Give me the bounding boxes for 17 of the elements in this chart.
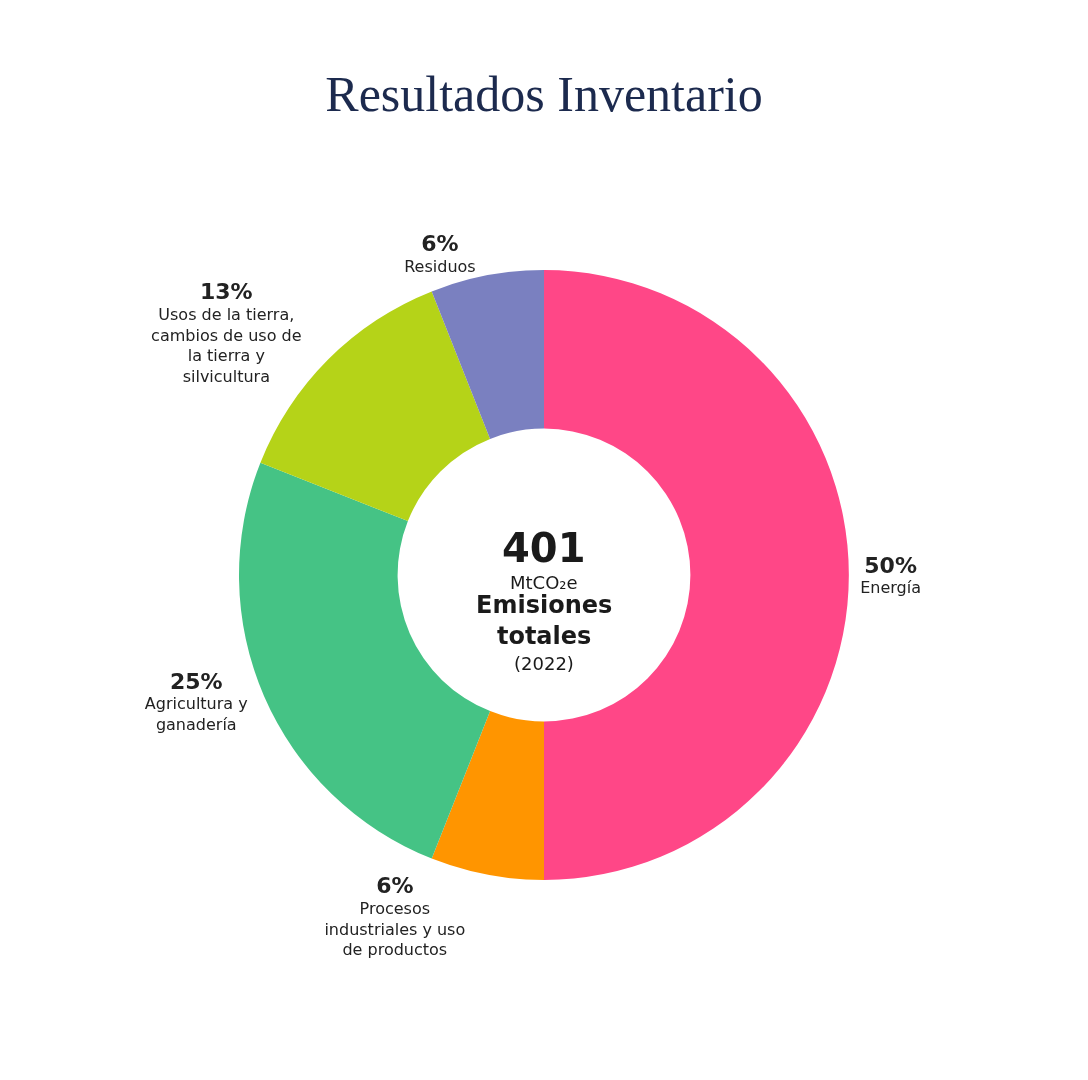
slice-label: Procesos industriales y uso de productos — [324, 898, 466, 960]
data-label: 25% — [169, 668, 223, 694]
text: (2022) — [514, 653, 574, 674]
slice-label: Energía — [860, 578, 921, 598]
data-label: 13% — [199, 278, 253, 304]
data-label: 6% — [376, 873, 414, 899]
donut-slice — [431, 270, 544, 439]
data-label: 50% — [864, 552, 917, 578]
text: Emisiones totales — [476, 591, 613, 651]
slice-label: Agricultura y ganadería — [144, 694, 248, 735]
slice-label: Usos de la tierra, cambios de uso de la tierra y silvicultura — [151, 304, 302, 387]
chart-title: Resultados Inventario — [325, 65, 763, 122]
text: 401 — [502, 525, 586, 571]
data-label: 6% — [421, 231, 459, 257]
donut-slice — [431, 711, 544, 880]
slice-label: Residuos — [404, 257, 476, 277]
text: MtCO₂e — [510, 572, 578, 593]
